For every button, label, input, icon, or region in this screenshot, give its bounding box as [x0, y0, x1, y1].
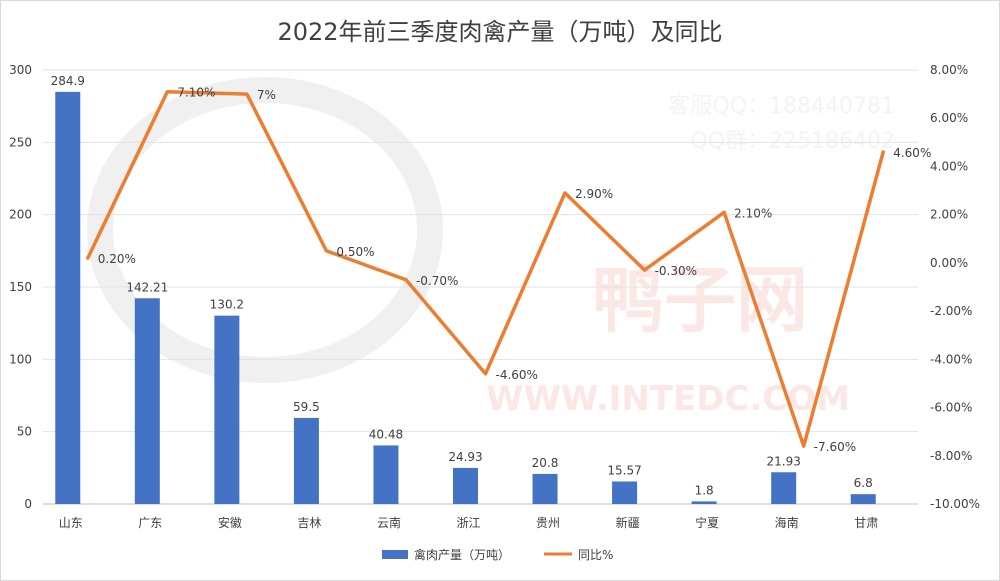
- right-axis-ticks: -10.00% -8.00% -6.00% -4.00% -2.00% 0.00% 2.00…: [930, 63, 980, 511]
- line-series: [86, 89, 885, 448]
- x-axis-tick-label: 海南: [775, 515, 799, 530]
- bar: [850, 494, 876, 504]
- bar: [532, 473, 558, 504]
- right-axis-tick-label: -8.00%: [930, 449, 972, 463]
- right-axis-tick-label: 4.00%: [930, 159, 968, 173]
- right-axis-tick-label: -2.00%: [930, 304, 972, 318]
- line-data-labels: 0.20% 7.10% 7% 0.50% -0.70% -4.60% 2.90% -0.30%…: [98, 86, 932, 454]
- left-axis-ticks: 0 50 100 150 200 250 300: [9, 63, 32, 511]
- line-point: [643, 268, 647, 272]
- left-axis-tick-label: 150: [9, 280, 32, 294]
- watermark-qq-line: 客服QQ：188440781: [668, 94, 895, 119]
- x-axis-tick-label: 山东: [59, 516, 83, 530]
- line-data-label: -7.60%: [814, 440, 856, 454]
- bar: [214, 315, 240, 504]
- legend-label-line: 同比%: [578, 548, 613, 562]
- bar-data-label: 6.8: [854, 476, 873, 490]
- bar-data-label: 130.2: [210, 298, 244, 312]
- line-data-label: -4.60%: [496, 368, 538, 382]
- left-axis-tick-label: 200: [9, 208, 32, 222]
- x-axis-tick-label: 浙江: [456, 516, 480, 530]
- line-point: [722, 210, 726, 214]
- line-data-label: -0.70%: [416, 274, 458, 288]
- bar: [691, 501, 717, 504]
- legend-swatch-bar: [382, 550, 408, 559]
- line-point: [324, 249, 328, 253]
- watermark-brand: 鸭子网: [592, 258, 808, 342]
- bar-data-label: 59.5: [293, 400, 320, 414]
- bar: [453, 467, 478, 504]
- bar-data-label: 24.93: [448, 450, 482, 464]
- line-data-label: 0.20%: [98, 252, 136, 266]
- bar: [771, 472, 797, 504]
- right-axis-tick-label: 8.00%: [930, 63, 968, 77]
- right-axis-tick-label: 0.00%: [930, 256, 968, 270]
- x-axis-tick-label: 云南: [377, 515, 401, 530]
- right-axis-tick-label: -10.00%: [930, 497, 980, 511]
- chart-title: 2022年前三季度肉禽产量（万吨）及同比: [277, 18, 723, 46]
- line-path: [86, 89, 885, 448]
- line-data-label: 7.10%: [177, 86, 215, 100]
- line-point: [484, 372, 487, 376]
- legend-label-bar: 禽肉产量（万吨）: [414, 547, 510, 562]
- line-point: [802, 444, 806, 448]
- x-axis-tick-label: 广东: [138, 516, 162, 530]
- bar: [134, 298, 160, 504]
- right-axis-tick-label: -6.00%: [930, 401, 972, 415]
- bar-data-label: 1.8: [695, 483, 714, 497]
- x-axis-tick-label: 新疆: [616, 515, 640, 530]
- left-axis-tick-label: 0: [24, 497, 32, 511]
- bar-data-labels: 284.9 142.21 130.2 59.5 40.48 24.93 20.8 15.57 1…: [51, 74, 873, 498]
- right-axis-tick-label: 2.00%: [930, 208, 968, 222]
- bar: [293, 417, 319, 504]
- bar-data-label: 20.8: [532, 456, 559, 470]
- bar-series: [55, 91, 876, 504]
- right-axis-tick-label: -4.00%: [930, 352, 972, 366]
- left-axis-tick-label: 250: [9, 135, 32, 149]
- line-point: [404, 278, 408, 282]
- line-data-label: 2.90%: [575, 187, 613, 201]
- line-data-label: 7%: [257, 88, 276, 102]
- bar: [55, 91, 81, 504]
- line-data-label: 2.10%: [734, 206, 772, 220]
- line-data-label: -0.30%: [655, 264, 697, 278]
- legend: 禽肉产量（万吨） 同比%: [382, 547, 613, 562]
- line-point: [165, 90, 169, 94]
- watermark-qq-group-line: QQ群：225186402: [690, 129, 895, 154]
- left-axis-tick-label: 50: [17, 425, 32, 439]
- line-data-label: 0.50%: [336, 245, 374, 259]
- x-axis-ticks: 山东 广东 安徽 吉林 云南 浙江 贵州 新疆 宁夏 海南 甘肃: [59, 515, 878, 530]
- bar-data-label: 15.57: [607, 463, 641, 477]
- line-data-label: 4.60%: [893, 146, 931, 160]
- x-axis-tick-label: 吉林: [297, 516, 321, 530]
- x-axis-tick-label: 宁夏: [695, 515, 719, 530]
- x-axis-tick-label: 安徽: [218, 515, 242, 530]
- x-axis-tick-label: 甘肃: [854, 516, 878, 530]
- bar: [373, 445, 399, 504]
- line-point: [86, 256, 90, 260]
- bar-data-label: 21.93: [767, 454, 801, 468]
- left-axis-tick-label: 100: [9, 352, 32, 366]
- right-axis-tick-label: 6.00%: [930, 111, 968, 125]
- left-axis-tick-label: 300: [9, 63, 32, 77]
- bar-data-label: 284.9: [51, 74, 85, 88]
- bar: [612, 481, 638, 504]
- bar-data-label: 142.21: [126, 280, 168, 294]
- line-point: [563, 191, 567, 195]
- x-axis-tick-label: 贵州: [536, 516, 560, 530]
- line-point: [245, 92, 249, 96]
- gridlines: [43, 69, 918, 505]
- bar-data-label: 40.48: [369, 427, 403, 441]
- line-point: [881, 150, 885, 154]
